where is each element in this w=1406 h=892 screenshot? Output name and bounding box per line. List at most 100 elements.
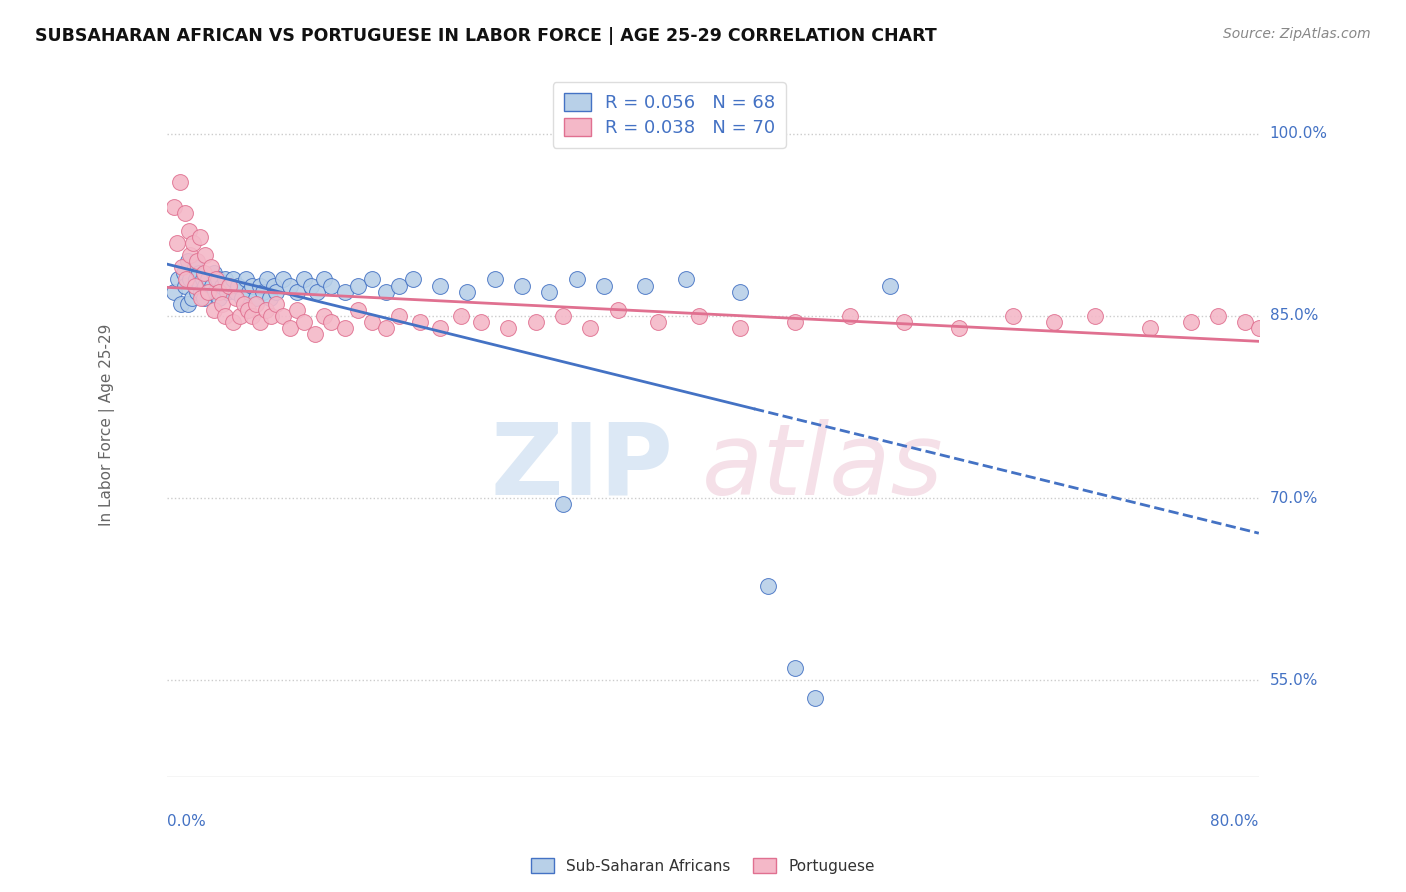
Point [236, 302, 259, 317]
Point [278, 321, 301, 335]
Point [238, 285, 260, 299]
Point [299, 278, 322, 293]
Point [1139, 321, 1161, 335]
Point [180, 291, 202, 305]
Text: 70.0%: 70.0% [1270, 491, 1317, 506]
Point [217, 285, 239, 299]
Point [319, 278, 342, 293]
Point [756, 578, 779, 592]
Point [231, 291, 253, 305]
Point [225, 291, 247, 305]
Legend: Sub-Saharan Africans, Portuguese: Sub-Saharan Africans, Portuguese [524, 852, 882, 880]
Point [374, 321, 396, 335]
Point [271, 309, 294, 323]
Point [783, 315, 806, 329]
Point [202, 266, 225, 280]
Point [186, 285, 208, 299]
Point [207, 272, 229, 286]
Point [200, 260, 222, 275]
Point [191, 272, 214, 286]
Point [201, 278, 224, 293]
Point [259, 291, 281, 305]
Point [188, 278, 211, 293]
Point [361, 272, 384, 286]
Point [240, 309, 263, 323]
Point [208, 291, 231, 305]
Point [194, 248, 217, 262]
Point [730, 285, 752, 299]
Point [319, 315, 342, 329]
Point [647, 315, 669, 329]
Point [202, 302, 225, 317]
Point [173, 266, 195, 280]
Point [1234, 315, 1257, 329]
Point [1180, 315, 1202, 329]
Point [245, 291, 267, 305]
Point [838, 309, 860, 323]
Point [333, 321, 356, 335]
Point [179, 272, 201, 286]
Point [292, 272, 315, 286]
Point [232, 297, 254, 311]
Point [688, 309, 710, 323]
Point [169, 175, 191, 189]
Point [374, 285, 396, 299]
Point [197, 272, 219, 286]
Point [510, 278, 533, 293]
Point [219, 278, 242, 293]
Point [193, 291, 215, 305]
Point [166, 235, 188, 250]
Point [187, 266, 209, 280]
Point [285, 285, 308, 299]
Text: 80.0%: 80.0% [1211, 814, 1258, 829]
Point [361, 315, 384, 329]
Point [948, 321, 970, 335]
Legend: R = 0.056   N = 68, R = 0.038   N = 70: R = 0.056 N = 68, R = 0.038 N = 70 [553, 82, 786, 148]
Point [314, 272, 336, 286]
Point [186, 254, 208, 268]
Point [538, 285, 561, 299]
Point [254, 302, 277, 317]
Point [565, 272, 588, 286]
Point [197, 285, 219, 299]
Text: 0.0%: 0.0% [167, 814, 207, 829]
Point [1002, 309, 1025, 323]
Point [167, 272, 190, 286]
Point [266, 297, 288, 311]
Point [183, 260, 205, 275]
Point [285, 302, 308, 317]
Point [177, 254, 200, 268]
Point [218, 278, 240, 293]
Point [194, 278, 217, 293]
Point [271, 272, 294, 286]
Point [551, 497, 574, 511]
Point [484, 272, 506, 286]
Point [879, 278, 901, 293]
Point [249, 315, 271, 329]
Point [225, 285, 247, 299]
Text: SUBSAHARAN AFRICAN VS PORTUGUESE IN LABOR FORCE | AGE 25-29 CORRELATION CHART: SUBSAHARAN AFRICAN VS PORTUGUESE IN LABO… [35, 27, 936, 45]
Point [256, 272, 278, 286]
Point [174, 278, 197, 293]
Point [252, 285, 274, 299]
Point [188, 230, 211, 244]
Point [177, 297, 200, 311]
Text: atlas: atlas [702, 419, 943, 516]
Point [190, 291, 212, 305]
Point [1043, 315, 1066, 329]
Point [551, 309, 574, 323]
Point [347, 302, 370, 317]
Point [228, 309, 250, 323]
Point [263, 278, 285, 293]
Point [163, 200, 186, 214]
Point [172, 260, 194, 275]
Point [804, 691, 827, 706]
Point [304, 327, 326, 342]
Point [240, 278, 263, 293]
Text: ZIP: ZIP [491, 419, 673, 516]
Point [245, 297, 267, 311]
Point [163, 285, 186, 299]
Point [498, 321, 520, 335]
Text: Source: ZipAtlas.com: Source: ZipAtlas.com [1223, 27, 1371, 41]
Point [783, 661, 806, 675]
